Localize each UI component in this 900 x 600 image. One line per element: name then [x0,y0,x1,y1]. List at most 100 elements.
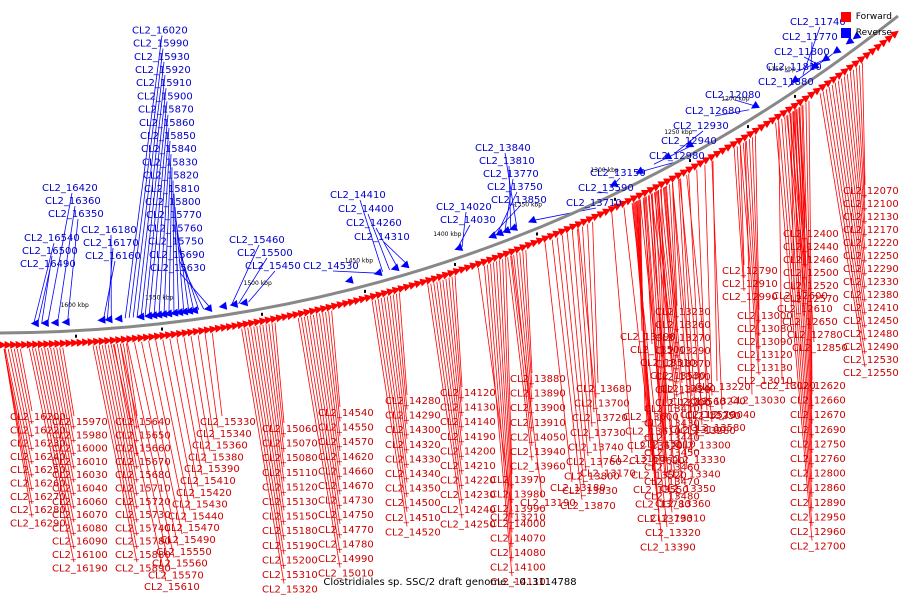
reverse-gene-label: CL2_15990 [133,39,189,50]
legend-item-reverse: Reverse [840,25,892,41]
reverse-gene-label: CL2_13750 [487,182,543,193]
reverse-gene-label: CL2_15760 [147,223,203,234]
forward-leader-line [808,100,813,381]
forward-gene-label: CL2_15980 [52,430,108,441]
reverse-leader-line [461,211,467,248]
forward-leader-line [799,106,813,424]
forward-feature-arrow [164,331,174,340]
forward-leader-line [483,265,513,577]
forward-gene-label: CL2_13890 [510,389,566,400]
forward-gene-label: CL2_14100 [490,563,546,574]
forward-feature-arrow [524,242,534,250]
forward-leader-line [751,137,760,324]
forward-gene-label: CL2_15110 [262,468,318,479]
forward-feature-arrow [757,123,767,132]
forward-gene-label: CL2_13900 [510,403,566,414]
forward-gene-label: CL2_14660 [318,466,374,477]
reverse-leader-line [598,191,609,194]
forward-leader-line [778,120,813,527]
forward-feature-arrow [109,336,118,345]
forward-feature-arrow [10,340,19,349]
forward-gene-label: CL2_13720 [572,413,628,424]
map-caption: Clostridiales sp. SSC/2 draft genome. - … [323,577,577,588]
forward-leader-line [843,76,866,264]
forward-feature-arrow [580,218,589,227]
forward-leader-line [268,323,285,453]
reverse-feature-arrow [663,151,673,160]
forward-gene-label: CL2_13080 [737,324,793,335]
forward-gene-label: CL2_12650 [782,317,838,328]
forward-gene-label: CL2_15200 [262,555,318,566]
forward-gene-label: CL2_13530 [650,371,706,382]
forward-gene-label: CL2_12380 [843,290,899,301]
forward-leader-line [679,178,703,410]
forward-gene-label: CL2_12100 [843,199,899,210]
reverse-gene-label: CL2_11800 [774,47,830,58]
forward-gene-label: CL2_13280 [680,426,736,437]
forward-feature-arrow [441,271,451,280]
forward-gene-label: CL2_15410 [180,476,236,487]
reverse-leader-line [128,48,164,318]
reverse-feature-arrow [169,308,179,317]
forward-leader-line [433,282,463,490]
forward-gene-label: CL2_12790 [722,266,778,277]
forward-leader-line [256,325,285,511]
forward-feature-arrow [618,200,628,209]
forward-feature-arrow [535,237,545,246]
forward-gene-label: CL2_13300 [675,440,731,451]
forward-leader-line [374,299,408,512]
forward-leader-line [551,239,583,500]
forward-gene-label: CL2_13490 [620,332,676,343]
forward-leader-line [648,194,667,462]
reverse-gene-label: CL2_16160 [85,251,141,262]
reverse-feature-arrow [390,263,400,272]
forward-leader-line [680,178,698,440]
reverse-leader-line [375,227,398,268]
forward-leader-line [4,348,33,478]
forward-gene-label: CL2_14770 [318,525,374,536]
forward-gene-label: CL2_12480 [843,329,899,340]
forward-feature-arrow [801,95,811,103]
forward-leader-line [427,284,463,519]
forward-feature-arrow [701,157,711,165]
forward-gene-label: CL2_13240 [690,397,746,408]
forward-feature-arrow [557,228,567,236]
forward-leader-line [303,316,341,539]
reverse-gene-label: CL2_11740 [790,17,846,28]
forward-gene-label: CL2_14300 [385,425,441,436]
forward-gene-label: CL2_15070 [262,439,318,450]
forward-feature-arrow [657,181,667,189]
reverse-feature-arrow [50,318,59,327]
forward-gene-label: CL2_14190 [440,432,496,443]
label-connectors [3,26,866,584]
forward-leader-line [169,338,199,487]
forward-gene-label: CL2_13220 [695,382,751,393]
reverse-gene-label: CL2_16170 [83,238,139,249]
forward-leader-line [32,348,75,550]
reverse-gene-label: CL2_15870 [138,105,194,116]
forward-gene-label: CL2_13100 [670,425,726,436]
forward-leader-line [592,221,599,384]
forward-gene-label: CL2_16230 [10,439,66,450]
forward-gene-label: CL2_12750 [790,439,846,450]
forward-feature-arrow [629,195,639,203]
forward-feature-arrow [585,216,595,224]
forward-gene-label: CL2_12400 [783,229,839,240]
reverse-feature-arrow [104,315,113,324]
reverse-leader-line [504,178,514,232]
forward-leader-line [544,242,573,483]
reverse-gene-label: CL2_11810 [766,62,822,73]
forward-feature-arrow [474,260,484,269]
forward-feature-arrow [707,153,717,162]
forward-leader-line [247,327,285,555]
forward-leader-line [784,116,813,497]
forward-gene-label: CL2_12440 [783,242,839,253]
reverse-leader-line [490,204,522,238]
forward-leader-line [16,348,33,425]
forward-feature-arrow [115,336,124,345]
forward-feature-arrow [519,244,529,252]
forward-feature-arrow [480,258,490,267]
forward-gene-label: CL2_13430 [644,419,700,430]
forward-feature-arrow [746,130,756,139]
reverse-feature-arrow [685,139,695,148]
